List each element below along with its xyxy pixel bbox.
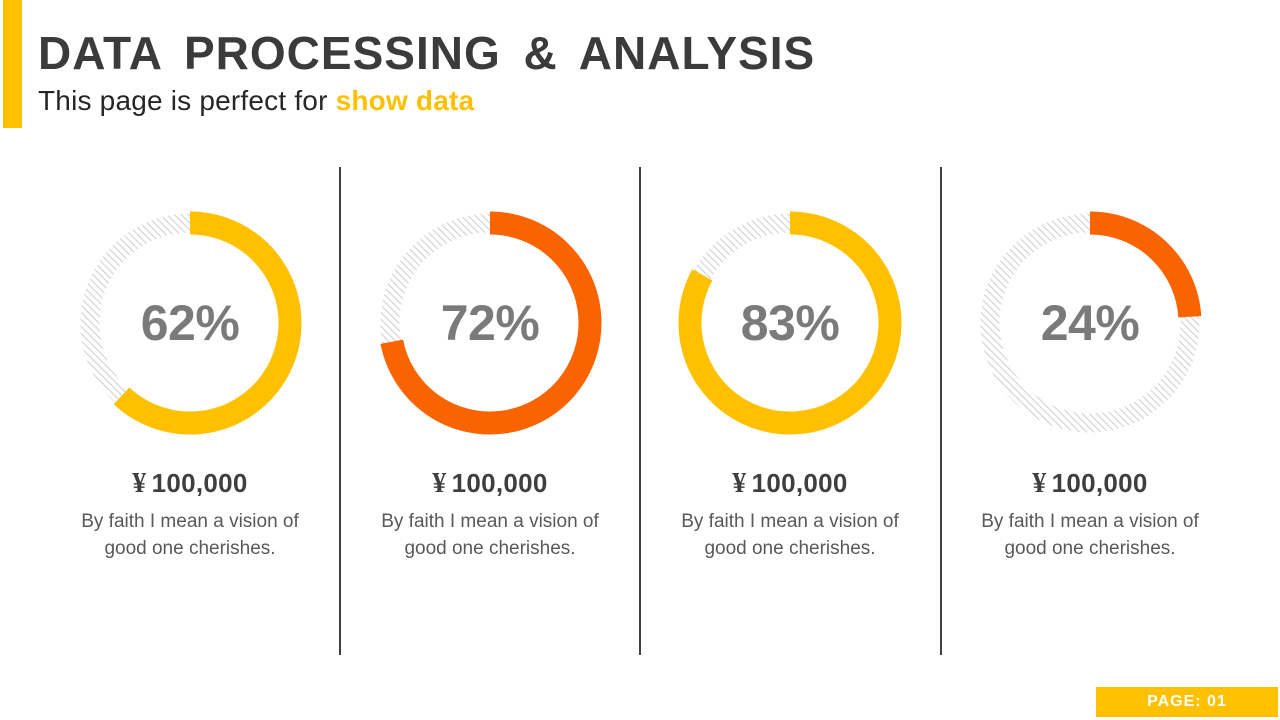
donut-arc	[380, 211, 602, 435]
donut-arc	[678, 211, 902, 435]
page-title: DATA PROCESSING & ANALYSIS	[38, 27, 816, 79]
currency-symbol: ¥	[1032, 468, 1047, 499]
currency-symbol: ¥	[432, 468, 447, 499]
header: DATA PROCESSING & ANALYSIS This page is …	[38, 28, 815, 117]
amount-value: 100,000	[1051, 468, 1148, 498]
subtitle-prefix: This page is perfect for	[38, 84, 336, 116]
donut-chart: 72%	[378, 211, 602, 435]
donut-chart: 83%	[678, 211, 902, 435]
caption-text: By faith I mean a vision of good one che…	[681, 511, 899, 559]
donut-ring	[80, 211, 302, 435]
subtitle-highlight: show data	[335, 84, 475, 116]
donut-ring	[380, 211, 602, 435]
vertical-divider	[940, 167, 942, 655]
amount-label: ¥100,000	[940, 468, 1240, 500]
accent-bar	[3, 0, 22, 128]
amount-value: 100,000	[751, 468, 848, 498]
donut-chart: 62%	[78, 211, 302, 435]
amount-label: ¥100,000	[340, 468, 640, 500]
donut-ring	[980, 211, 1202, 433]
donut-arc	[113, 211, 302, 435]
currency-symbol: ¥	[132, 468, 147, 499]
caption-text: By faith I mean a vision of good one che…	[981, 511, 1199, 559]
amount-value: 100,000	[151, 468, 248, 498]
amount-label: ¥100,000	[40, 468, 340, 500]
donut-arc	[1089, 211, 1202, 318]
caption-text: By faith I mean a vision of good one che…	[81, 511, 299, 559]
stat-card: 24% ¥100,000 By faith I mean a vision of…	[940, 165, 1240, 660]
donut-chart: 24%	[978, 211, 1202, 435]
amount-value: 100,000	[451, 468, 548, 498]
page-number-badge: PAGE: 01	[1096, 687, 1278, 717]
stat-card: 83% ¥100,000 By faith I mean a vision of…	[640, 165, 940, 660]
stat-card: 62% ¥100,000 By faith I mean a vision of…	[40, 165, 340, 660]
vertical-divider	[639, 167, 641, 655]
currency-symbol: ¥	[732, 468, 747, 499]
amount-label: ¥100,000	[640, 468, 940, 500]
page-subtitle: This page is perfect for show data	[38, 85, 815, 117]
stat-card: 72% ¥100,000 By faith I mean a vision of…	[340, 165, 640, 660]
vertical-divider	[339, 167, 341, 655]
caption-text: By faith I mean a vision of good one che…	[381, 511, 599, 559]
donut-ring	[678, 211, 902, 435]
